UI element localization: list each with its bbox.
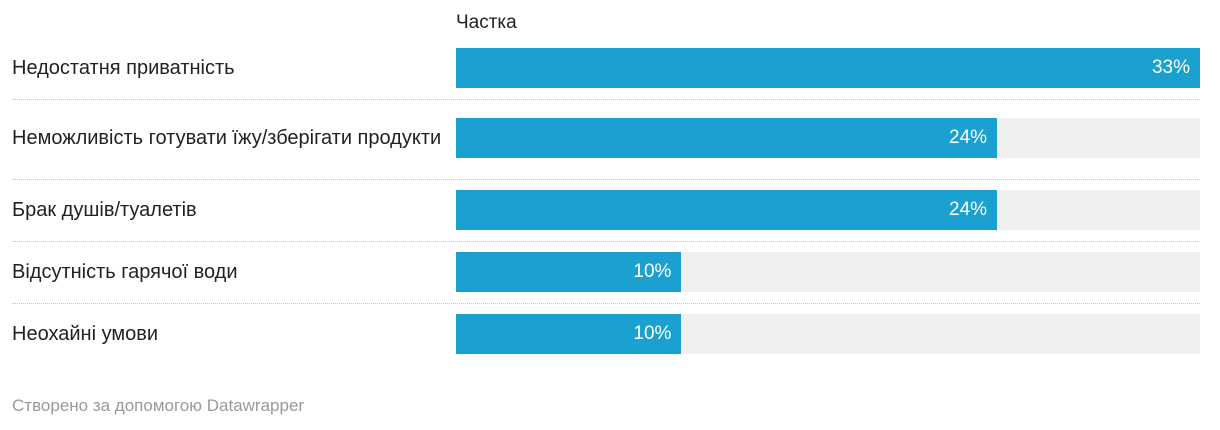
bar: [456, 314, 682, 354]
value-label: 24%: [949, 199, 988, 220]
value-label: 10%: [633, 323, 672, 344]
bar: [456, 190, 998, 230]
value-label: 24%: [949, 127, 988, 148]
category-label: Неможливість готувати їжу/зберігати прод…: [12, 126, 442, 149]
row-separator: [12, 179, 1200, 180]
row-separator: [12, 303, 1200, 304]
bar: [456, 48, 1200, 88]
value-label: 10%: [633, 261, 672, 282]
column-title: Частка: [456, 12, 517, 33]
category-label: Недостатня приватність: [12, 56, 235, 79]
value-label: 33%: [1151, 57, 1190, 78]
row-separator: [12, 99, 1200, 100]
row-separator: [12, 241, 1200, 242]
category-label: Відсутність гарячої води: [12, 260, 238, 283]
category-label: Неохайні умови: [12, 322, 159, 345]
credit: Створено за допомогою Datawrapper: [12, 396, 305, 415]
category-label: Брак душів/туалетів: [12, 198, 197, 221]
bar: [456, 252, 682, 292]
bar: [456, 118, 998, 158]
